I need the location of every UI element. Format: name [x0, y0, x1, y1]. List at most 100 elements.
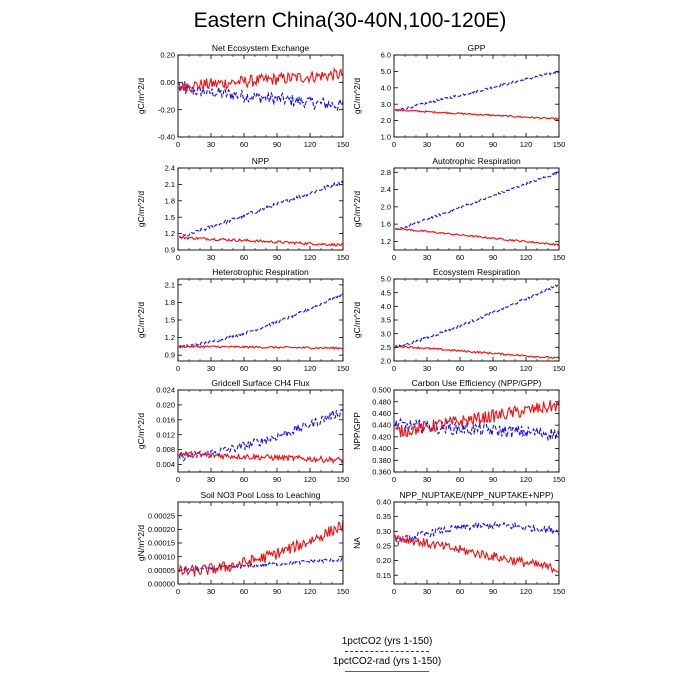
plot-frame — [177, 167, 344, 251]
y-tick-label: 0.00020 — [148, 525, 175, 534]
plot-frame — [393, 278, 560, 362]
y-tick-label: 0.9 — [165, 351, 175, 360]
x-tick-label: 90 — [489, 475, 497, 484]
x-tick-label: 60 — [240, 364, 248, 373]
y-tick-label: 2.5 — [381, 343, 391, 352]
x-tick-label: 0 — [392, 475, 396, 484]
y-tick-label: 3.0 — [381, 100, 391, 109]
x-tick-label: 0 — [392, 364, 396, 373]
x-tick-label: 90 — [273, 364, 281, 373]
x-tick-label: 120 — [520, 587, 533, 596]
series-line-1pctco2-rad — [178, 235, 344, 247]
y-tick-label: 0.20 — [160, 51, 175, 60]
y-tick-label: -0.20 — [158, 105, 175, 114]
y-axis-label: gC/m^2/d — [352, 78, 362, 114]
plot-frame — [177, 54, 344, 138]
y-tick-label: 0.480 — [372, 397, 391, 406]
x-tick-label: 60 — [456, 253, 464, 262]
x-tick-label: 60 — [456, 587, 464, 596]
panel-title: Soil NO3 Pool Loss to Leaching — [200, 490, 320, 500]
y-tick-label: 2.0 — [381, 116, 391, 125]
x-tick-label: 90 — [273, 475, 281, 484]
panel-autotrophic-respiration: Autotrophic Respiration gC/m^2/d 0 30 60 90 12… — [352, 156, 565, 262]
x-tick-label: 30 — [207, 475, 215, 484]
plot-frame — [393, 389, 560, 473]
x-tick-label: 90 — [273, 140, 281, 149]
x-tick-label: 60 — [240, 253, 248, 262]
y-tick-label: 0.30 — [376, 527, 391, 536]
y-tick-label: 0.500 — [372, 386, 391, 395]
legend-label-1pctco2: 1pctCO2 (yrs 1-150) — [341, 636, 433, 647]
x-tick-label: 90 — [489, 253, 497, 262]
panel-heterotrophic-respiration: Heterotrophic Respiration gC/m^2/d 0 30 60 90… — [136, 267, 349, 373]
x-tick-label: 60 — [240, 140, 248, 149]
y-tick-label: 0.420 — [372, 432, 391, 441]
y-tick-label: 1.2 — [381, 237, 391, 246]
y-tick-label: 0.25 — [376, 542, 391, 551]
x-tick-label: 150 — [337, 253, 350, 262]
panel-net-ecosystem-exchange: Net Ecosystem Exchange gC/m^2/d 0 30 60 90 120… — [136, 43, 349, 149]
y-tick-label: 0.380 — [372, 456, 391, 465]
y-tick-label: 5.0 — [381, 67, 391, 76]
panel-ecosystem-respiration: Ecosystem Respiration gC/m^2/d 0 30 60 90 120 1… — [352, 267, 565, 373]
y-tick-label: 6.0 — [381, 51, 391, 60]
panel-npp-nuptake-npp-nuptake-npp: NPP_NUPTAKE/(NPP_NUPTAKE+NPP) NA 0 30 60 90 12… — [352, 490, 565, 596]
y-tick-label: 1.2 — [165, 229, 175, 238]
y-tick-label: 1.5 — [165, 213, 175, 222]
panel-title: Net Ecosystem Exchange — [212, 43, 310, 53]
y-tick-label: 0.9 — [165, 246, 175, 255]
x-tick-label: 150 — [337, 364, 350, 373]
series-line-1pctco2 — [394, 70, 560, 111]
series-line-1pctco2-rad — [394, 108, 560, 121]
panel-title: Autotrophic Respiration — [432, 156, 521, 166]
x-tick-label: 150 — [337, 475, 350, 484]
y-tick-label: 1.2 — [165, 333, 175, 342]
x-tick-label: 90 — [489, 587, 497, 596]
panel-title: NPP_NUPTAKE/(NPP_NUPTAKE+NPP) — [400, 490, 554, 500]
y-axis-label: gC/m^2/d — [352, 191, 362, 227]
x-tick-label: 0 — [176, 364, 180, 373]
series-line-1pctco2-rad — [395, 400, 560, 438]
x-tick-label: 30 — [423, 140, 431, 149]
y-axis-label: gC/m^2/d — [136, 191, 146, 227]
y-tick-label: 0.400 — [372, 444, 391, 453]
series-line-1pctco2 — [178, 180, 344, 239]
y-tick-label: 0.012 — [156, 430, 175, 439]
x-tick-label: 150 — [553, 140, 566, 149]
legend-line-1pctco2-rad — [345, 671, 429, 672]
series-line-1pctco2 — [394, 283, 560, 349]
series-line-1pctco2-rad — [178, 450, 344, 465]
panel-title: Heterotrophic Respiration — [212, 267, 309, 277]
series-line-1pctco2 — [178, 81, 344, 112]
x-tick-label: 0 — [176, 140, 180, 149]
x-tick-label: 120 — [304, 140, 317, 149]
x-tick-label: 0 — [176, 475, 180, 484]
x-tick-label: 30 — [423, 475, 431, 484]
x-tick-label: 0 — [176, 253, 180, 262]
panel-carbon-use-efficiency-npp-gpp: Carbon Use Efficiency (NPP/GPP) NPP/GPP 0 3… — [352, 378, 565, 484]
y-tick-label: 0.00015 — [148, 539, 175, 548]
y-axis-label: gC/m^2/d — [136, 302, 146, 338]
x-tick-label: 150 — [553, 364, 566, 373]
y-axis-label: NA — [352, 537, 362, 549]
x-tick-label: 30 — [207, 140, 215, 149]
plot-frame — [393, 54, 560, 138]
plot-frame — [177, 501, 344, 585]
series-line-1pctco2-rad — [394, 344, 560, 359]
y-tick-label: 2.4 — [165, 164, 175, 173]
y-tick-label: 0.00005 — [148, 566, 175, 575]
y-tick-label: 2.0 — [381, 202, 391, 211]
panel-title: NPP — [252, 156, 270, 166]
x-tick-label: 120 — [520, 475, 533, 484]
series-line-1pctco2 — [178, 408, 344, 462]
y-tick-label: 0.360 — [372, 468, 391, 477]
y-tick-label: 0.35 — [376, 512, 391, 521]
y-tick-label: 2.1 — [165, 280, 175, 289]
x-tick-label: 0 — [392, 587, 396, 596]
x-tick-label: 30 — [207, 587, 215, 596]
series-line-1pctco2-rad — [394, 227, 560, 247]
x-tick-label: 120 — [304, 475, 317, 484]
y-tick-label: 1.5 — [165, 316, 175, 325]
figure-title: Eastern China(30-40N,100-120E) — [193, 9, 507, 32]
